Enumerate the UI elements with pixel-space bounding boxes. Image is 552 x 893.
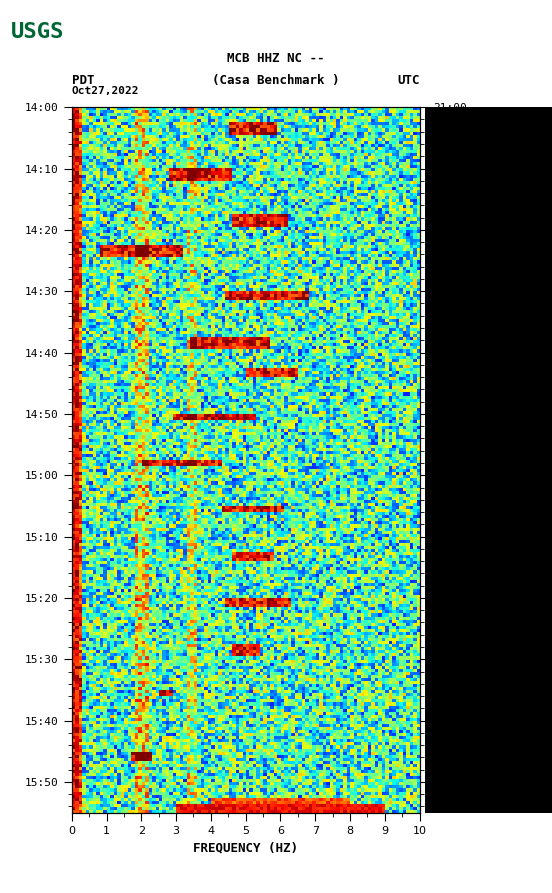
Text: (Casa Benchmark ): (Casa Benchmark ) <box>213 74 339 87</box>
Text: MCB HHZ NC --: MCB HHZ NC -- <box>227 52 325 64</box>
Text: USGS: USGS <box>11 22 65 42</box>
Text: PDT: PDT <box>72 74 94 87</box>
Text: UTC: UTC <box>397 74 420 87</box>
Text: Oct27,2022: Oct27,2022 <box>72 86 139 96</box>
X-axis label: FREQUENCY (HZ): FREQUENCY (HZ) <box>193 841 298 855</box>
